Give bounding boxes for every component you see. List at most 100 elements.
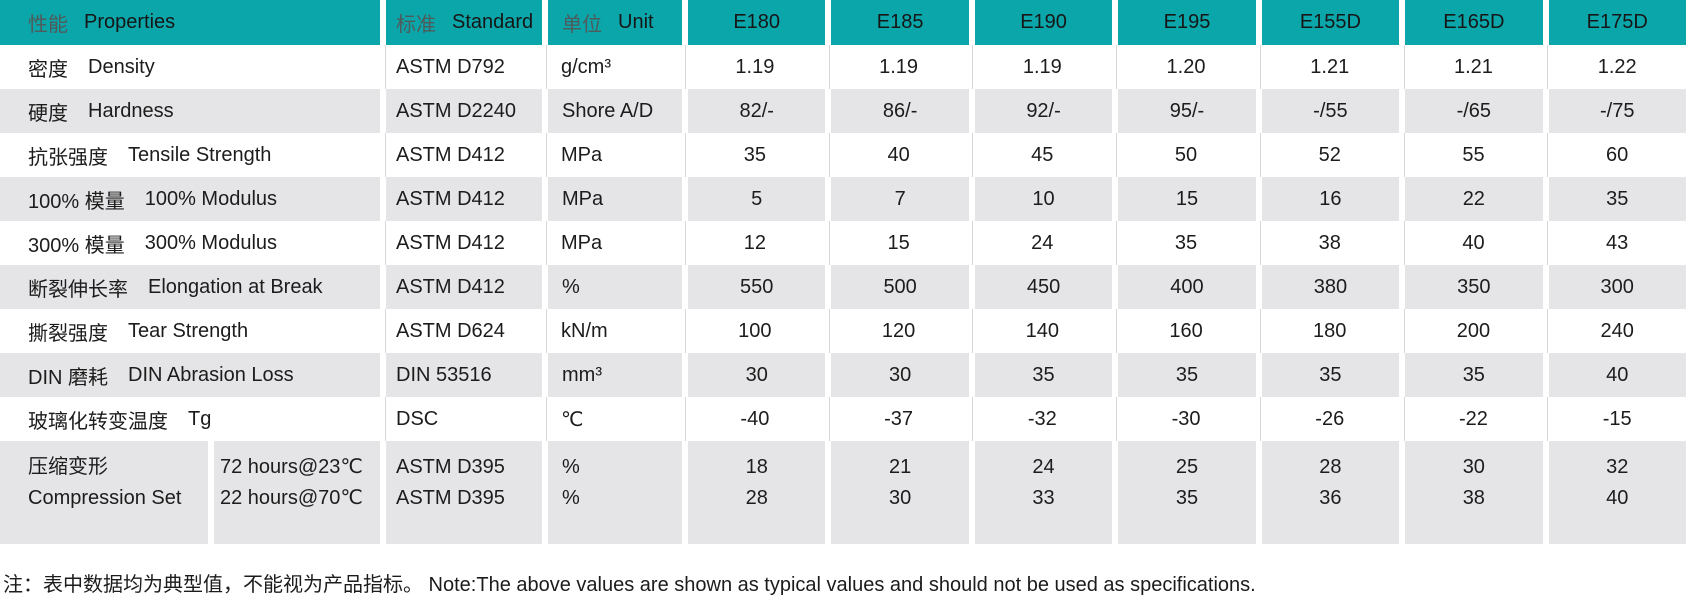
property-en: Elongation at Break: [148, 275, 323, 298]
header-unit-zh: 单位: [562, 14, 602, 36]
value-cell: 40: [1403, 221, 1543, 265]
value-cell: 55: [1403, 133, 1543, 177]
standard-line: ASTM D395: [396, 456, 505, 478]
property-en: Tensile Strength: [128, 143, 272, 166]
property-zh: 撕裂强度: [28, 322, 108, 345]
header-properties: 性能 Properties: [0, 0, 380, 45]
value-cell: 15: [828, 221, 968, 265]
value-cell: 550: [688, 265, 826, 309]
header-grade: E155D: [1261, 0, 1400, 45]
property-en: Compression Set: [28, 487, 182, 509]
value-line: 30: [1462, 456, 1485, 478]
value-cell: -30: [1116, 397, 1255, 441]
value-cell: 30: [831, 353, 969, 397]
standard-cell: ASTM D412: [385, 221, 541, 265]
property-cell: 压缩变形 Compression Set: [0, 441, 208, 544]
value-cell: 52: [1259, 133, 1399, 177]
value-cell: 35: [1548, 177, 1686, 221]
value-line: 32: [1606, 456, 1629, 478]
standard-cell: ASTM D412: [386, 177, 542, 221]
value-line: 28: [745, 487, 768, 509]
table-row: 硬度 Hardness ASTM D2240 Shore A/D 82/- 86/- 92/…: [0, 89, 1686, 133]
value-cell: 28 36: [1261, 441, 1400, 544]
standard-cell: ASTM D2240: [386, 89, 542, 133]
header-grade: E180: [688, 0, 826, 45]
property-en: 300% Modulus: [144, 231, 278, 254]
value-cell: 120: [828, 309, 968, 353]
value-cell: -37: [828, 397, 968, 441]
property-cell: 100% 模量 100% Modulus: [0, 177, 380, 221]
table-row: 100% 模量 100% Modulus ASTM D412 MPa 5 7 10 15 16 2…: [0, 177, 1686, 221]
table-row: 撕裂强度 Tear Strength ASTM D624 kN/m 100 120 140 1…: [0, 309, 1686, 353]
standard-cell: ASTM D412: [385, 133, 541, 177]
value-cell: 450: [974, 265, 1113, 309]
value-cell: -32: [972, 397, 1112, 441]
property-cell: 硬度 Hardness: [0, 89, 380, 133]
compression-set-row: 压缩变形 Compression Set 72 hours@23℃ 22 hou…: [0, 441, 1686, 544]
value-line: 30: [889, 487, 912, 509]
value-cell: 30 38: [1405, 441, 1543, 544]
value-cell: 24: [972, 221, 1112, 265]
property-zh: 300% 模量: [28, 234, 125, 257]
property-en: Tear Strength: [128, 319, 249, 342]
property-cell: 玻璃化转变温度 Tg: [0, 397, 380, 441]
value-cell: 100: [685, 309, 824, 353]
value-cell: 1.22: [1547, 45, 1686, 89]
table-row: 300% 模量 300% Modulus ASTM D412 MPa 12 15 24 35 3…: [0, 221, 1686, 265]
property-cell: DIN 磨耗 DIN Abrasion Loss: [0, 353, 380, 397]
table-row: 密度 Density ASTM D792 g/cm³ 1.19 1.19 1.19 1.20 1…: [0, 45, 1686, 89]
value-cell: 24 33: [974, 441, 1113, 544]
value-cell: -26: [1259, 397, 1399, 441]
value-cell: 380: [1261, 265, 1400, 309]
table-header-row: 性能 Properties 标准 Standard 单位 Unit E180 E1…: [0, 0, 1686, 45]
value-cell: -15: [1547, 397, 1686, 441]
value-cell: 1.19: [685, 45, 824, 89]
standard-cell: ASTM D792: [385, 45, 541, 89]
value-cell: 1.19: [828, 45, 968, 89]
value-cell: 200: [1403, 309, 1543, 353]
value-cell: 40: [1548, 353, 1686, 397]
value-cell: 22: [1405, 177, 1543, 221]
property-en: 100% Modulus: [144, 187, 278, 210]
property-zh: 断裂伸长率: [28, 278, 128, 301]
value-cell: 500: [831, 265, 969, 309]
value-cell: 1.19: [972, 45, 1112, 89]
value-cell: 12: [685, 221, 824, 265]
value-cell: -40: [685, 397, 824, 441]
value-cell: 15: [1118, 177, 1256, 221]
value-cell: 25 35: [1118, 441, 1256, 544]
property-zh: 压缩变形: [28, 456, 108, 478]
value-cell: 1.20: [1116, 45, 1255, 89]
table-row: 玻璃化转变温度 Tg DSC ℃ -40 -37 -32 -30 -26 -22 -15: [0, 397, 1686, 441]
unit-cell: kN/m: [546, 309, 680, 353]
standard-cell: ASTM D624: [385, 309, 541, 353]
condition-line: 22 hours@70℃: [220, 487, 363, 509]
value-cell: 35: [974, 353, 1113, 397]
properties-table: 性能 Properties 标准 Standard 单位 Unit E180 E1…: [0, 0, 1686, 544]
header-unit: 单位 Unit: [548, 0, 682, 45]
value-cell: 240: [1547, 309, 1686, 353]
header-grade: E175D: [1548, 0, 1686, 45]
table-body: 密度 Density ASTM D792 g/cm³ 1.19 1.19 1.19 1.20 1…: [0, 45, 1686, 441]
value-cell: 43: [1547, 221, 1686, 265]
header-properties-en: Properties: [84, 11, 176, 33]
property-en: Tg: [188, 407, 212, 430]
value-cell: 21 30: [831, 441, 969, 544]
header-grade: E190: [974, 0, 1113, 45]
unit-line: %: [562, 487, 580, 509]
property-zh: 密度: [28, 58, 68, 81]
unit-cell: MPa: [546, 133, 680, 177]
value-cell: 60: [1547, 133, 1686, 177]
property-cell: 抗张强度 Tensile Strength: [0, 133, 380, 177]
value-line: 35: [1175, 487, 1199, 509]
unit-cell: MPa: [548, 177, 682, 221]
unit-cell: Shore A/D: [548, 89, 682, 133]
unit-line: %: [562, 456, 580, 478]
unit-cell: mm³: [548, 353, 682, 397]
header-unit-en: Unit: [618, 11, 654, 33]
property-en: Density: [88, 55, 155, 78]
standard-cell: DIN 53516: [386, 353, 542, 397]
value-cell: -/75: [1548, 89, 1686, 133]
value-cell: 140: [972, 309, 1112, 353]
value-cell: 350: [1405, 265, 1543, 309]
